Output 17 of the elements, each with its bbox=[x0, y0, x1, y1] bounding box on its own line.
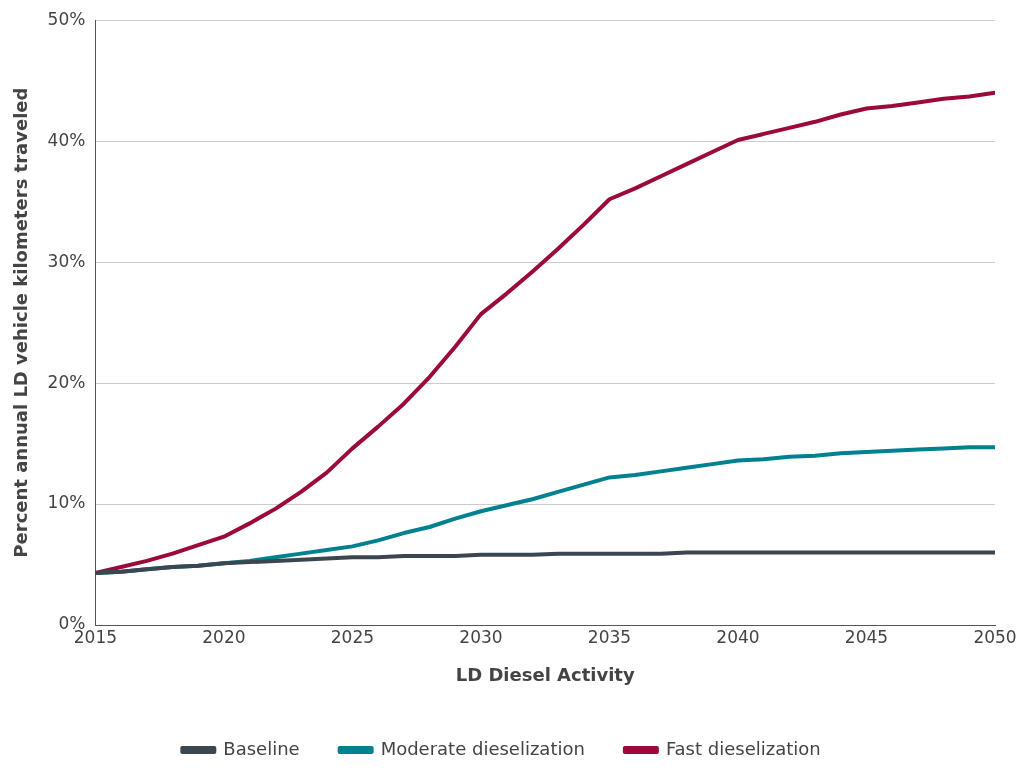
x-tick-label: 2025 bbox=[330, 626, 375, 647]
y-tick-label: 20% bbox=[47, 371, 86, 392]
legend-label: Moderate dieselization bbox=[380, 737, 585, 759]
y-axis-title: Percent annual LD vehicle kilometers traveled bbox=[10, 87, 32, 558]
y-tick-label: 30% bbox=[47, 250, 86, 271]
x-tick-label: 2030 bbox=[459, 626, 503, 647]
x-tick-label: 2020 bbox=[202, 626, 246, 647]
y-tick-label: 50% bbox=[47, 8, 86, 29]
y-tick-label: 40% bbox=[47, 129, 86, 150]
x-tick-label: 2040 bbox=[716, 626, 760, 647]
x-tick-label: 2035 bbox=[587, 626, 632, 647]
x-tick-label: 2045 bbox=[844, 626, 889, 647]
legend-label: Baseline bbox=[223, 737, 300, 759]
x-tick-label: 2050 bbox=[973, 626, 1017, 647]
y-tick-label: 10% bbox=[47, 492, 86, 513]
x-axis-title: LD Diesel Activity bbox=[455, 663, 635, 685]
legend-label: Fast dieselization bbox=[665, 737, 821, 759]
